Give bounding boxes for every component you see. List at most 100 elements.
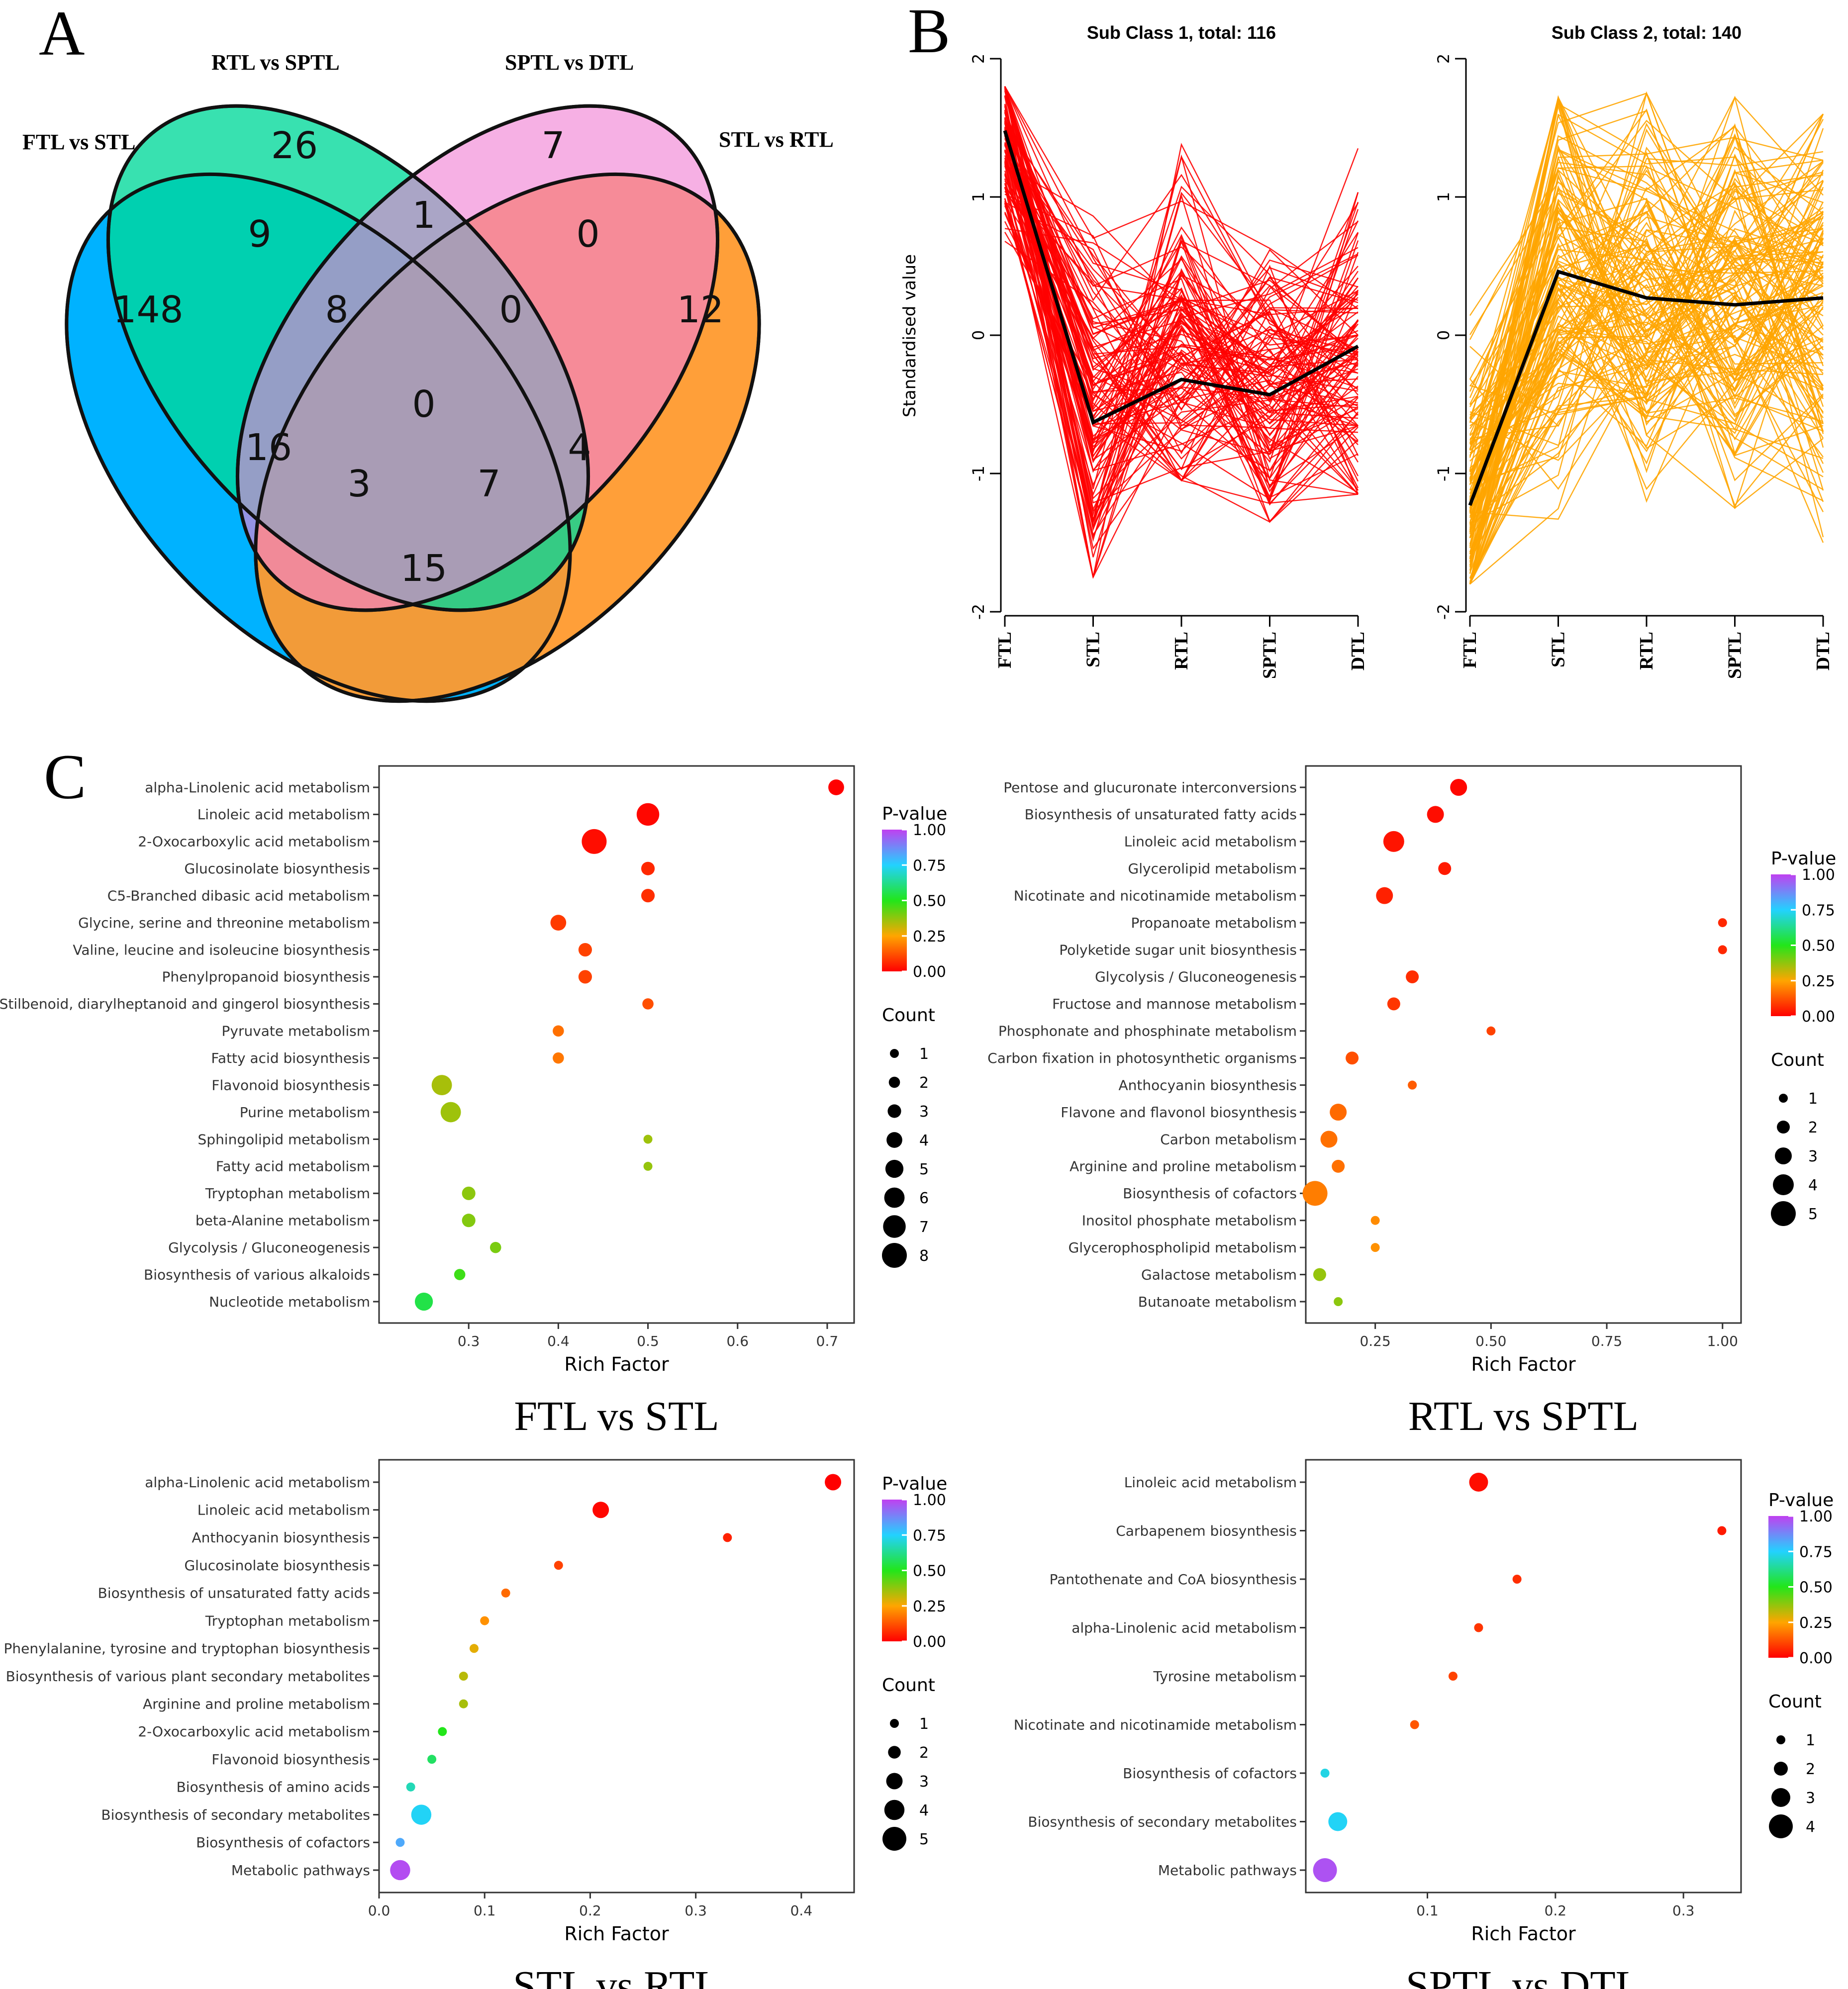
profile-line	[1469, 125, 1824, 513]
term-label-2-oxocarboxylic-acid-metabolism: 2-Oxocarboxylic acid metabolism	[138, 834, 370, 850]
venn-count-bcd: 0	[499, 288, 522, 331]
profile-line	[1469, 207, 1824, 457]
profile-line	[1004, 112, 1359, 416]
colorbar-tick-label: 0.75	[913, 857, 946, 874]
profile-line	[1469, 172, 1824, 461]
profile-line	[1004, 123, 1359, 427]
term-label-phenylpropanoid-biosynthesis: Phenylpropanoid biosynthesis	[162, 969, 370, 985]
bubble-flavonoid-biosynthesis	[427, 1755, 437, 1764]
term-label-alpha-linolenic-acid-metabolism: alpha-Linolenic acid metabolism	[145, 779, 370, 796]
count-legend-label: 4	[919, 1802, 929, 1819]
x-tick-label: 0.6	[726, 1333, 749, 1349]
term-label-fatty-acid-metabolism: Fatty acid metabolism	[216, 1158, 370, 1175]
count-legend-dot-5	[882, 1827, 906, 1851]
venn-set-label-sptl-dtl: SPTL vs DTL	[505, 50, 634, 75]
count-legend-label: 1	[1808, 1090, 1818, 1108]
count-legend-label: 2	[1808, 1119, 1818, 1137]
profile-line	[1469, 213, 1824, 518]
term-label-glycolysis-gluconeogenesis: Glycolysis / Gluconeogenesis	[1095, 969, 1297, 985]
y-tick-label: -1	[1434, 466, 1453, 481]
term-label-biosynthesis-of-secondary-metabolites: Biosynthesis of secondary metabolites	[101, 1806, 370, 1823]
bubble-biosynthesis-of-secondary-metabolites	[411, 1804, 432, 1825]
term-label-glucosinolate-biosynthesis: Glucosinolate biosynthesis	[184, 860, 370, 877]
bubble-biosynthesis-of-amino-acids	[406, 1782, 415, 1792]
bubble-fructose-and-mannose-metabolism	[1387, 997, 1400, 1011]
count-legend-dot-3	[1771, 1788, 1790, 1807]
y-tick-label: 1	[1434, 192, 1453, 202]
panel-label-b: B	[908, 0, 950, 66]
count-legend-label: 5	[919, 1831, 929, 1848]
bubble-c5-branched-dibasic-acid-metabolism	[641, 889, 655, 903]
term-label-fatty-acid-biosynthesis: Fatty acid biosynthesis	[211, 1050, 370, 1066]
term-label-nicotinate-and-nicotinamide-metabolism: Nicotinate and nicotinamide metabolism	[1014, 887, 1297, 904]
term-label-biosynthesis-of-unsaturated-fatty-acids: Biosynthesis of unsaturated fatty acids	[1025, 806, 1297, 823]
bubble-linoleic-acid-metabolism	[1469, 1473, 1488, 1492]
profile-line	[1004, 121, 1359, 460]
count-legend-dot-4	[1769, 1814, 1793, 1838]
term-label-biosynthesis-of-cofactors: Biosynthesis of cofactors	[1123, 1765, 1297, 1782]
bubble-sphingolipid-metabolism	[643, 1135, 653, 1144]
colorbar-tick-label: 0.50	[1802, 938, 1835, 955]
bubble-butanoate-metabolism	[1334, 1297, 1343, 1306]
panel-caption: STL vs RTL	[513, 1963, 720, 1989]
profile-line	[1469, 287, 1824, 568]
profile-line	[1004, 118, 1359, 400]
term-label-glycerolipid-metabolism: Glycerolipid metabolism	[1128, 860, 1297, 877]
venn-set-label-ftl-stl: FTL vs STL	[22, 130, 135, 154]
profile-line	[1004, 148, 1359, 391]
profile-line	[1469, 122, 1824, 584]
profile-line	[1469, 183, 1824, 335]
x-tick-label-ftl: FTL	[1459, 632, 1480, 668]
y-tick-label: 2	[1434, 54, 1453, 64]
term-label-pantothenate-and-coa-biosynthesis: Pantothenate and CoA biosynthesis	[1050, 1571, 1297, 1588]
count-legend-dot-2	[1777, 1121, 1790, 1134]
count-legend-dot-1	[1779, 1094, 1788, 1103]
venn-count-bc: 1	[412, 194, 435, 237]
term-label-c5-branched-dibasic-acid-metabolism: C5-Branched dibasic acid metabolism	[107, 887, 370, 904]
x-tick-label: 0.75	[1591, 1333, 1622, 1349]
bubble-beta-alanine-metabolism	[462, 1214, 476, 1228]
colorbar-tick-label: 0.50	[1799, 1579, 1833, 1597]
y-tick-label: 0	[969, 330, 988, 340]
profile-line	[1004, 181, 1359, 366]
bubble-chart-sptl-dtl: Linoleic acid metabolism Carbapenem biosy…	[1014, 1459, 1834, 1989]
count-legend-title: Count	[882, 1675, 935, 1696]
pvalue-legend-title: P-value	[1768, 1490, 1834, 1511]
count-legend-dot-2	[888, 1746, 901, 1759]
term-label-alpha-linolenic-acid-metabolism: alpha-Linolenic acid metabolism	[1071, 1619, 1297, 1636]
x-tick-label: 0.4	[547, 1333, 570, 1349]
term-label-fructose-and-mannose-metabolism: Fructose and mannose metabolism	[1052, 996, 1297, 1012]
bubble-2-oxocarboxylic-acid-metabolism	[438, 1727, 447, 1736]
count-legend-label: 7	[919, 1219, 929, 1236]
bubble-biosynthesis-of-cofactors	[1302, 1181, 1328, 1206]
bubble-carbapenem-biosynthesis	[1717, 1526, 1727, 1535]
colorbar-tick-label: 1.00	[913, 1492, 946, 1509]
term-label-flavone-and-flavonol-biosynthesis: Flavone and flavonol biosynthesis	[1061, 1104, 1297, 1121]
count-legend-label: 2	[919, 1744, 929, 1762]
x-tick-label: 0.25	[1360, 1333, 1390, 1349]
x-tick-label-stl: STL	[1548, 632, 1569, 667]
count-legend-dot-3	[1775, 1147, 1792, 1164]
term-label-sphingolipid-metabolism: Sphingolipid metabolism	[198, 1131, 370, 1147]
bubble-fatty-acid-metabolism	[643, 1161, 653, 1171]
bubble-biosynthesis-of-secondary-metabolites	[1328, 1812, 1348, 1831]
venn-count-only-rtl-sptl: 26	[271, 124, 318, 167]
x-tick-label: 0.1	[474, 1902, 496, 1919]
count-legend-label: 2	[919, 1074, 929, 1092]
x-tick-label: 0.1	[1416, 1902, 1439, 1919]
pvalue-legend-title: P-value	[882, 804, 947, 824]
bubble-pentose-and-glucuronate-interconversions	[1450, 779, 1467, 796]
profile-line	[1469, 226, 1824, 563]
term-label-tryptophan-metabolism: Tryptophan metabolism	[205, 1185, 370, 1202]
count-legend-label: 3	[919, 1773, 929, 1791]
bubble-carbon-metabolism	[1320, 1131, 1338, 1148]
term-label-metabolic-pathways: Metabolic pathways	[1158, 1862, 1297, 1879]
bubble-nucleotide-metabolism	[414, 1292, 433, 1311]
bubble-anthocyanin-biosynthesis	[723, 1533, 732, 1542]
profile-line	[1469, 296, 1824, 584]
bubble-nicotinate-and-nicotinamide-metabolism	[1410, 1720, 1419, 1729]
colorbar-tick-label: 0.50	[913, 893, 946, 910]
term-label-phosphonate-and-phosphinate-metabolism: Phosphonate and phosphinate metabolism	[998, 1023, 1297, 1040]
profile-line	[1469, 180, 1824, 558]
profile-line	[1004, 162, 1359, 372]
